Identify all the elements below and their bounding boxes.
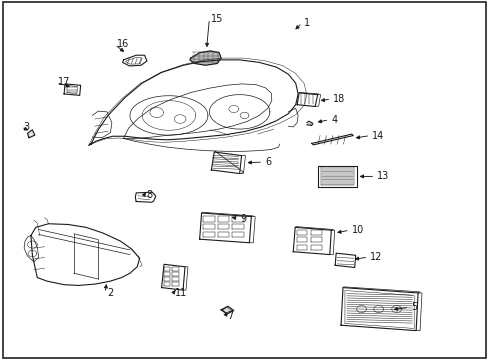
Text: 7: 7 xyxy=(227,311,233,320)
Text: 4: 4 xyxy=(330,115,337,125)
Text: 3: 3 xyxy=(23,122,29,132)
Text: 15: 15 xyxy=(211,14,223,24)
Text: 18: 18 xyxy=(332,94,345,104)
Text: 5: 5 xyxy=(410,302,417,312)
Text: 14: 14 xyxy=(371,131,384,140)
Text: 9: 9 xyxy=(240,214,246,224)
Polygon shape xyxy=(189,51,221,65)
Text: 6: 6 xyxy=(264,157,270,167)
Text: 2: 2 xyxy=(107,288,113,298)
Text: 16: 16 xyxy=(117,40,129,49)
Text: 13: 13 xyxy=(376,171,388,181)
Text: 12: 12 xyxy=(369,252,382,262)
Text: 17: 17 xyxy=(58,77,70,87)
Text: 11: 11 xyxy=(175,288,187,298)
Polygon shape xyxy=(27,130,35,138)
Text: 1: 1 xyxy=(304,18,309,28)
Polygon shape xyxy=(221,306,233,314)
Text: 8: 8 xyxy=(146,190,152,200)
Text: 10: 10 xyxy=(351,225,363,235)
